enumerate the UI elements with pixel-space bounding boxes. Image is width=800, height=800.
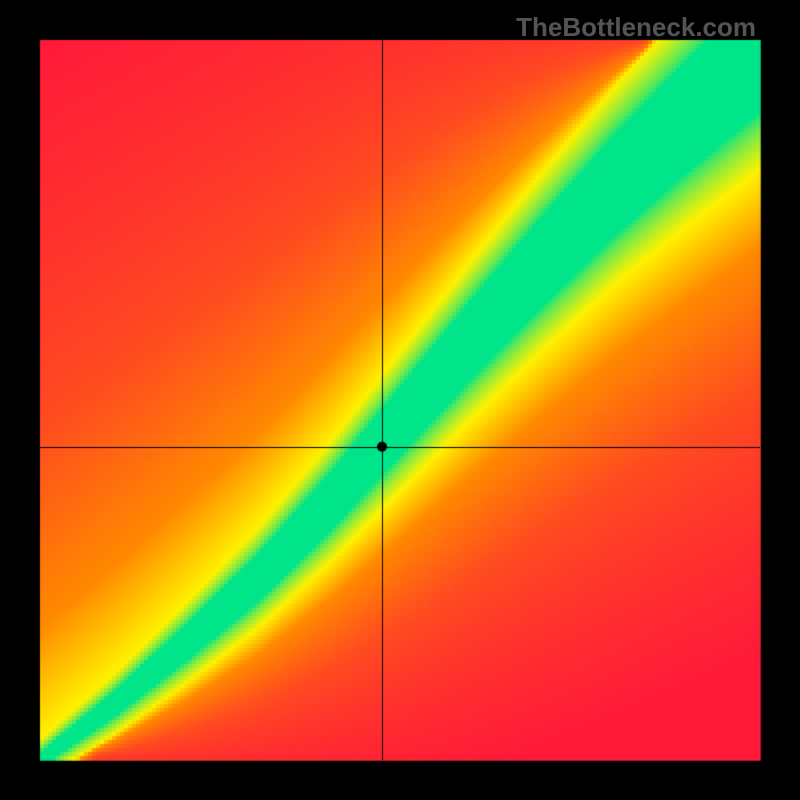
watermark-text: TheBottleneck.com: [516, 12, 756, 43]
chart-container: { "canvas": { "width": 800, "height": 80…: [0, 0, 800, 800]
crosshair-overlay: [0, 0, 800, 800]
